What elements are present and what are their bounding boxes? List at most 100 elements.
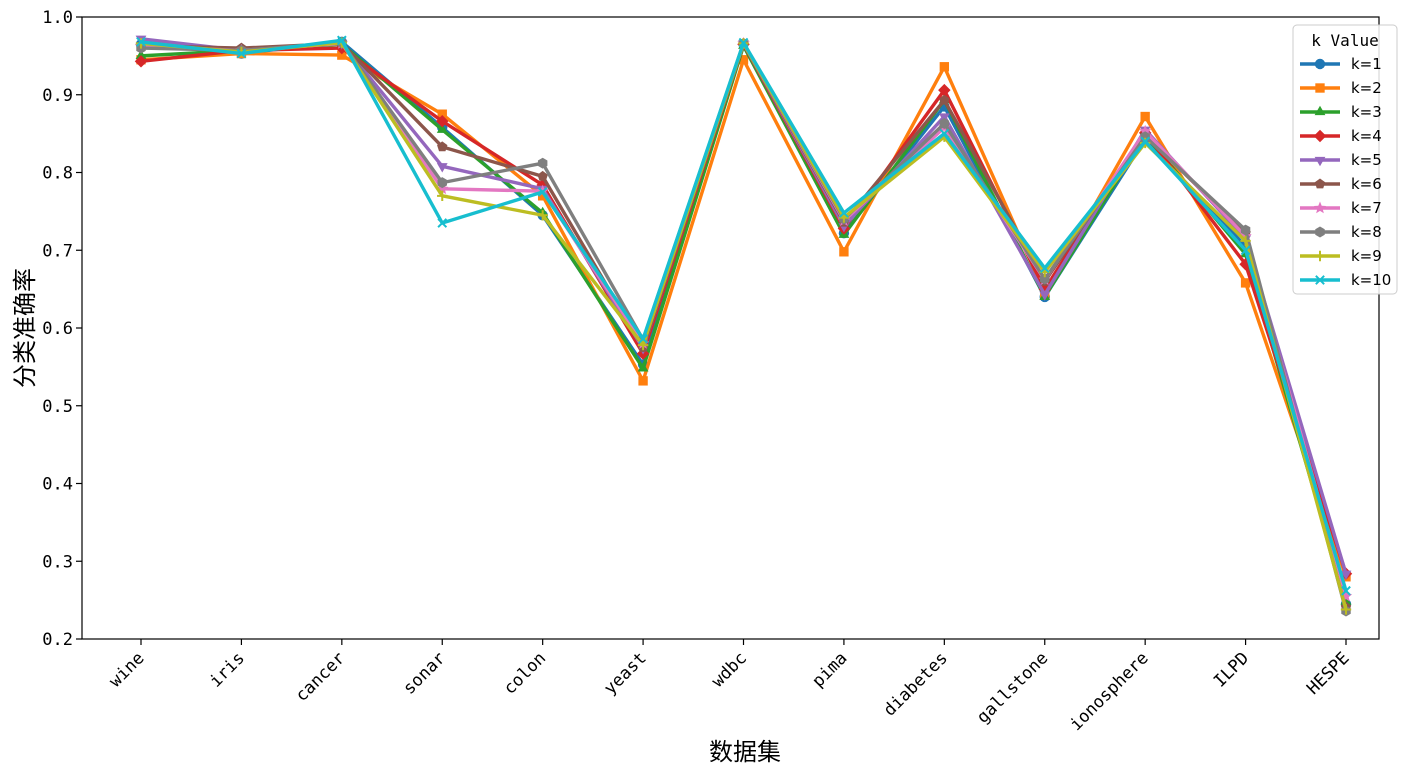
legend-marker [1314,105,1326,116]
y-tick-label: 0.7 [42,241,73,261]
series-line [139,42,1348,576]
series-k=4 [134,37,1353,580]
legend-entry: k=10 [1300,271,1391,289]
data-point [1140,136,1151,147]
data-point [1140,111,1150,122]
legend-marker [1314,156,1326,167]
x-tick-label: ionosphere [1066,648,1153,735]
x-tick-label: pima [808,648,851,691]
x-tick-label: wdbc [708,648,751,691]
x-tick-label: yeast [600,648,650,698]
data-point [738,37,749,48]
legend-label: k=8 [1351,223,1382,241]
x-axis-title: 数据集 [709,738,781,766]
data-point [638,376,648,386]
data-point [1039,263,1050,274]
data-point [1138,124,1152,137]
series-line [139,40,1348,613]
data-point [1340,570,1352,580]
legend-entry: k=3 [1300,103,1382,121]
series-k=10 [136,35,1351,596]
legend-entry: k=7 [1300,199,1382,217]
series-line [139,38,1348,593]
data-point [1240,245,1251,256]
data-point [537,210,548,221]
y-tick-label: 0.9 [42,86,73,106]
data-point [336,35,347,46]
legend-label: k=7 [1351,199,1382,217]
series-k=1 [135,36,1352,610]
legend: k Value k=1 k=2 k=3 k=4 k=5 k=6 k=7 k=8 k=9 k=10 [1292,24,1398,295]
series-line [139,40,1348,606]
data-point [437,109,447,119]
legend-label: k=3 [1351,103,1382,121]
data-point [134,55,148,68]
data-point [839,247,849,257]
legend-label: k=1 [1351,55,1382,73]
plot-frame [81,16,1380,640]
legend-entry: k=4 [1300,127,1382,145]
y-tick-label: 1.0 [42,8,73,28]
legend-label: k=10 [1351,271,1391,289]
data-point [436,123,448,133]
legend-marker [1315,83,1325,93]
series-k=9 [135,37,1352,615]
data-point [638,334,648,344]
data-point [839,208,849,218]
data-point [437,190,448,202]
data-point [236,48,247,59]
x-tick-label: colon [500,648,550,698]
legend-label: k=2 [1351,79,1382,97]
y-axis-title: 分类准确率 [11,268,39,388]
legend-items: k=1 k=2 k=3 k=4 k=5 k=6 k=7 k=8 k=9 k=10 [1300,55,1391,289]
data-point [1240,278,1251,288]
legend-entry: k=8 [1300,223,1382,241]
data-point [1239,258,1252,271]
series-k=5 [135,35,1352,580]
data-point [938,83,951,97]
series-line [139,42,1348,604]
data-point [1039,291,1051,301]
series-line [139,40,1348,612]
legend-marker [1314,58,1326,70]
data-point [437,177,447,189]
legend-marker [1313,201,1327,214]
series-k=7 [134,36,1353,602]
data-point [637,339,649,351]
legend-entry: k=2 [1300,79,1382,97]
legend-title: k Value [1311,31,1378,50]
x-tick-label: HESPE [1303,648,1353,698]
data-point [537,157,548,169]
data-point [537,170,548,181]
data-point [436,182,449,195]
data-point [1340,604,1352,615]
data-point [738,55,749,65]
series-line [139,37,1348,576]
data-point [337,50,347,60]
data-point [1341,585,1351,596]
y-tick-label: 0.3 [42,552,73,572]
series-line [139,51,1348,579]
x-tick-label: diabetes [880,648,952,720]
series-k=6 [135,37,1352,612]
legend-label: k=5 [1351,151,1382,169]
legend-marker [1315,275,1325,285]
data-point [135,49,147,59]
series-line [139,41,1348,609]
data-point [1339,589,1353,602]
data-point [537,191,548,201]
data-point [537,187,548,197]
y-tick-label: 0.2 [42,630,73,650]
data-point [437,218,448,228]
legend-label: k=4 [1351,127,1382,145]
plot-area [134,35,1353,617]
legend-marker [1313,129,1327,143]
x-tick-label: iris [206,648,249,691]
x-axis: wine iris cancer sonar colon yeast wdbc pima dia… [105,639,1354,735]
y-tick-label: 0.8 [42,164,73,184]
legend-entry: k=1 [1300,55,1382,73]
data-point [436,163,448,173]
data-point [939,94,950,105]
data-point [136,37,146,47]
